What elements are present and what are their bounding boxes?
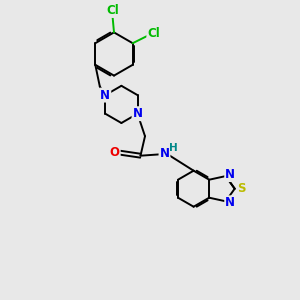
Text: H: H: [169, 142, 178, 153]
Text: O: O: [110, 146, 120, 159]
Text: N: N: [160, 147, 170, 160]
Text: S: S: [237, 182, 245, 195]
Text: N: N: [225, 168, 235, 181]
Text: N: N: [100, 88, 110, 102]
Text: Cl: Cl: [147, 27, 160, 40]
Text: Cl: Cl: [106, 4, 119, 17]
Text: N: N: [133, 107, 142, 120]
Text: N: N: [225, 196, 235, 209]
